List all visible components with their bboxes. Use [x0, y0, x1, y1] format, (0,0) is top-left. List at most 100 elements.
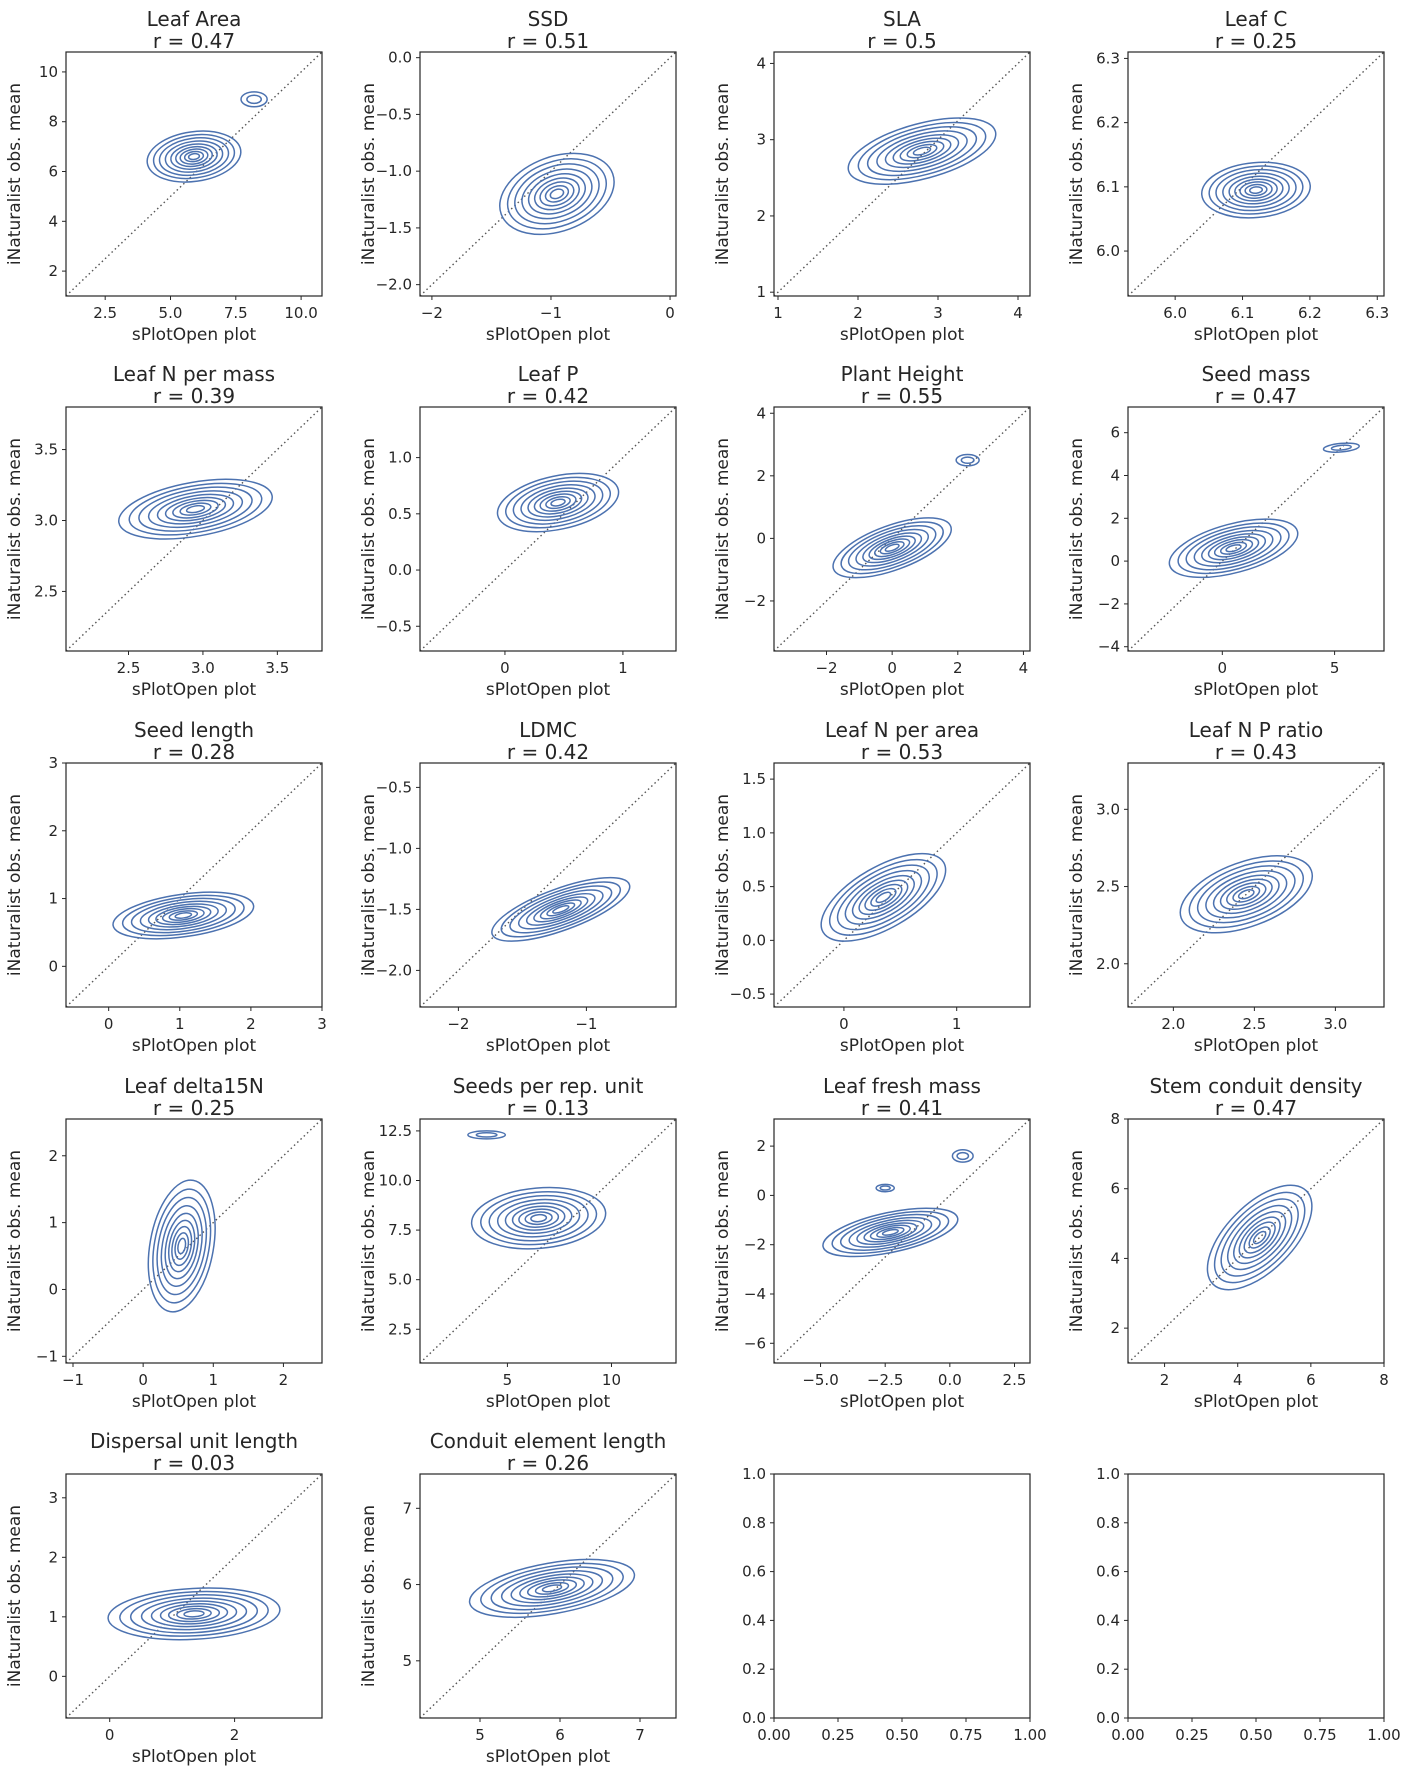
y-tick-label: 0.2 — [742, 1660, 766, 1678]
density-contour — [112, 891, 255, 940]
x-tick-label: 0 — [105, 1726, 115, 1744]
density-contour — [519, 1576, 585, 1601]
subplot-title: Leaf N per mass — [113, 362, 275, 386]
density-contour — [517, 889, 604, 930]
x-tick-label: 2.5 — [1003, 1371, 1027, 1389]
density-contour — [879, 1185, 891, 1191]
y-tick-label: 6.0 — [1096, 242, 1120, 260]
y-tick-label: 0 — [48, 957, 58, 975]
density-contour — [488, 1194, 589, 1242]
x-tick-label: 7.5 — [224, 304, 248, 322]
y-tick-label: 2 — [1110, 1319, 1120, 1337]
density-contour — [526, 1579, 578, 1598]
density-contour — [857, 121, 987, 181]
density-contour — [1248, 186, 1264, 195]
y-axis-label: iNaturalist obs. mean — [1067, 438, 1087, 620]
density-contour — [156, 1196, 208, 1296]
density-contour — [1222, 172, 1290, 208]
density-contour — [1196, 865, 1296, 924]
density-contour — [868, 535, 916, 561]
density-contour — [514, 163, 600, 225]
subplot-title: Leaf delta15N — [124, 1074, 264, 1098]
density-contour — [164, 496, 227, 522]
subplot-title: Leaf C — [1225, 7, 1288, 31]
y-axis-label: iNaturalist obs. mean — [359, 438, 379, 620]
axes-frame — [773, 1473, 1031, 1719]
y-tick-label: 2 — [756, 1137, 766, 1155]
density-contour — [506, 158, 608, 230]
density-contour — [1244, 183, 1268, 197]
subplot-title: Conduit element length — [430, 1429, 667, 1453]
density-contour — [862, 532, 923, 564]
x-tick-label: 6 — [1306, 1371, 1316, 1389]
correlation-label: r = 0.43 — [1215, 740, 1297, 764]
density-contour — [509, 885, 613, 934]
x-tick-label: −1 — [540, 304, 562, 322]
density-contour — [525, 892, 596, 926]
x-tick-label: 5.0 — [159, 304, 183, 322]
density-contour — [1243, 1221, 1276, 1254]
y-tick-label: 8 — [1110, 1110, 1120, 1128]
y-axis-label: iNaturalist obs. mean — [5, 83, 25, 265]
density-contour — [1193, 529, 1274, 567]
identity-line — [1128, 52, 1384, 296]
x-tick-label: −2 — [447, 1015, 469, 1033]
correlation-label: r = 0.03 — [153, 1451, 235, 1475]
density-contour — [1206, 1184, 1313, 1291]
subplot-title: Leaf N per area — [825, 718, 979, 742]
y-tick-label: 4 — [756, 54, 766, 72]
density-contour — [1177, 522, 1290, 575]
density-contour — [820, 852, 947, 942]
y-tick-label: 0 — [48, 1280, 58, 1298]
subplot-title: Seed mass — [1202, 362, 1311, 386]
y-tick-label: 3 — [48, 754, 58, 772]
density-contour — [1212, 874, 1280, 915]
density-contour — [844, 869, 923, 925]
axes-frame — [773, 762, 1031, 1008]
y-tick-label: 1.5 — [742, 770, 766, 788]
density-contour — [491, 876, 631, 942]
density-contour — [468, 1558, 636, 1619]
x-tick-label: 2 — [853, 304, 863, 322]
subplot-title: Leaf P — [518, 362, 579, 386]
y-tick-label: 0 — [48, 1667, 58, 1685]
identity-line — [66, 52, 322, 296]
density-contour — [851, 874, 915, 920]
x-tick-label: −1 — [62, 1371, 84, 1389]
x-axis-label: sPlotOpen plot — [132, 1036, 257, 1056]
y-tick-label: 2 — [756, 207, 766, 225]
density-contour — [840, 521, 944, 575]
subplot-title: Leaf N P ratio — [1189, 718, 1324, 742]
y-tick-label: 2 — [48, 1147, 58, 1165]
density-contour — [1213, 1191, 1306, 1284]
density-contour — [511, 1205, 566, 1231]
identity-line — [774, 763, 1030, 1007]
density-contour — [855, 528, 929, 567]
y-axis-label: iNaturalist obs. mean — [359, 1505, 379, 1687]
subplot-title: Seeds per rep. unit — [453, 1074, 644, 1098]
density-contour — [899, 140, 945, 162]
density-contour — [1232, 885, 1261, 903]
y-tick-label: −1.5 — [376, 900, 412, 918]
y-tick-label: 3 — [756, 131, 766, 149]
density-contour — [179, 502, 212, 516]
x-tick-label: 6.0 — [1163, 304, 1187, 322]
x-tick-label: 1.00 — [1013, 1726, 1046, 1744]
x-tick-label: 2.0 — [1161, 1015, 1185, 1033]
x-axis-label: sPlotOpen plot — [132, 680, 257, 700]
identity-line — [774, 407, 1030, 651]
axes-frame — [1127, 762, 1385, 1008]
density-contour — [884, 543, 900, 552]
density-contour — [246, 94, 263, 105]
y-tick-label: 2 — [1110, 509, 1120, 527]
density-contour — [839, 1213, 941, 1251]
density-contour — [533, 490, 583, 515]
density-contour — [158, 137, 230, 177]
y-tick-label: 1 — [48, 1214, 58, 1232]
density-contour — [518, 1208, 560, 1228]
x-axis-label: sPlotOpen plot — [486, 1036, 611, 1056]
subplot-title: Plant Height — [841, 362, 964, 386]
